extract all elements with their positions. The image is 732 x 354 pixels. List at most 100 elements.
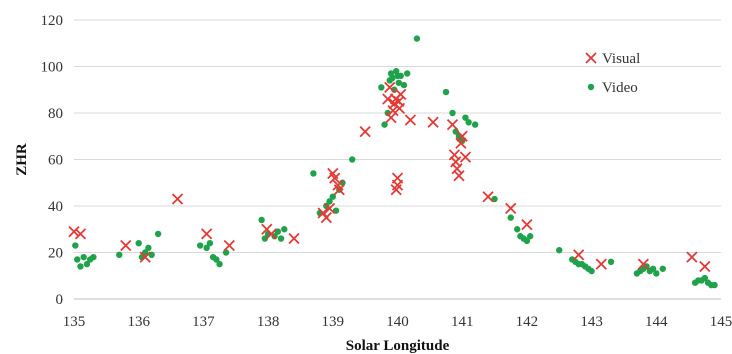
video-point [74,256,81,263]
x-tick-label: 142 [516,314,539,330]
legend: Visual Video [585,51,640,96]
x-marker-stroke [456,130,468,142]
y-axis-title: ZHR [14,143,30,176]
x-marker-stroke [333,184,345,196]
video-point [135,240,142,247]
video-point [513,226,521,233]
video-point [90,253,97,261]
x-marker-stroke [265,228,277,240]
x-marker-stroke [573,249,585,261]
x-tick-label: 139 [322,314,345,330]
visual-point [265,228,277,240]
x-marker-stroke [74,228,87,240]
visual-point [521,218,533,231]
x-marker-stroke [384,81,396,94]
y-tick-label: 80 [48,106,63,122]
visual-point [404,114,417,126]
y-tick-labels: 0 20 40 60 80 100 120 [41,13,64,308]
video-point [154,230,162,238]
visual-point [385,112,397,124]
x-axis-title: Solar Longitude [346,338,450,354]
x-marker-stroke [393,102,406,114]
x-marker-stroke [637,258,649,270]
x-marker-stroke [120,239,132,252]
x-marker-stroke [404,114,417,126]
x-tick-label: 145 [710,314,732,330]
video-point [196,242,204,249]
video-point [449,109,456,117]
y-tick-label: 100 [41,60,64,76]
visual-point [359,125,371,138]
x-marker-stroke [288,232,300,245]
visual-point [171,193,184,205]
legend-video-marker [587,83,595,91]
visual-point [451,163,463,175]
x-tick-label: 136 [127,314,150,330]
video-point [649,265,657,272]
y-tick-label: 40 [48,199,63,215]
video-point [381,121,388,128]
legend-visual-marker [585,52,597,64]
video-point [145,244,152,252]
y-tick-label: 20 [48,246,63,262]
video-point [80,253,87,261]
video-point [326,198,333,205]
x-marker-stroke [505,202,517,214]
x-marker-stroke [323,202,336,214]
visual-point [320,211,332,224]
x-marker-stroke [171,193,184,205]
video-point [465,119,472,126]
video-point [258,216,265,224]
video-point [213,256,220,263]
grid [74,19,721,253]
video-point [404,70,411,77]
x-marker-stroke [686,251,698,263]
x-marker-stroke [200,228,213,240]
video-point [349,156,356,163]
visual-point [120,239,132,252]
x-marker-stroke [521,218,533,231]
x-marker-stroke [427,116,439,128]
video-point [378,84,385,91]
x-tick-label: 137 [192,314,215,330]
video-point [653,270,660,277]
visual-point [453,170,465,182]
x-marker-stroke [453,170,465,182]
visual-point [323,202,336,214]
y-tick-label: 120 [41,13,64,29]
video-point [413,35,421,42]
video-point [607,258,615,265]
video-point [711,281,718,289]
visual-point [139,251,151,263]
visual-point [427,116,439,128]
x-marker-stroke [585,52,597,64]
video-point [261,235,269,242]
video-point [523,237,531,245]
x-marker-stroke [482,191,494,203]
x-marker-stroke [329,172,341,184]
video-point [462,114,469,121]
video-point [141,249,149,256]
video-point [216,260,223,268]
video-point [395,79,402,86]
x-marker-stroke [327,167,339,180]
video-point [203,244,210,252]
x-marker-stroke [446,118,459,131]
video-point [526,233,534,240]
visual-point [74,228,87,240]
visual-point [699,260,711,273]
video-point [277,235,285,242]
x-tick-label: 140 [386,314,409,330]
video-point [471,121,479,128]
visual-point [288,232,300,245]
x-marker-stroke [320,211,332,224]
data-points [68,35,718,289]
visual-point [456,130,468,142]
video-point [310,170,317,177]
video-point [442,88,450,96]
x-marker-stroke [699,260,711,273]
video-point [222,249,230,256]
visual-point [573,249,585,261]
x-marker-stroke [68,225,80,238]
y-tick-label: 0 [56,292,64,308]
